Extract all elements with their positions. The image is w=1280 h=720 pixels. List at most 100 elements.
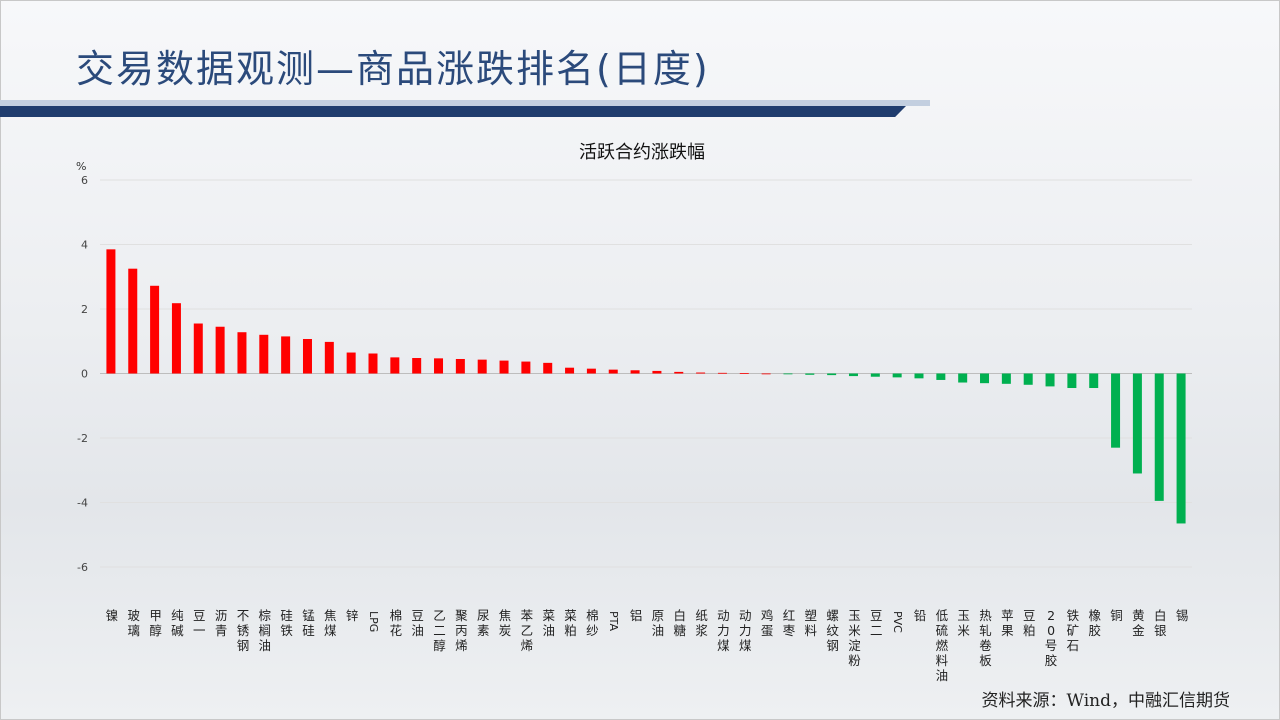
bar — [521, 361, 531, 374]
bar — [150, 285, 160, 374]
x-tick-label: 铅 — [914, 608, 927, 623]
x-tick-label: 硅铁 — [280, 608, 293, 638]
bar — [368, 353, 378, 374]
x-tick-label: 纸浆 — [695, 608, 708, 638]
x-tick-label: 原油 — [652, 608, 665, 638]
x-tick-label: 镍 — [106, 608, 119, 623]
x-tick-label: 橡胶 — [1088, 608, 1101, 638]
bar — [1023, 373, 1033, 385]
x-tick-label: 玻璃 — [128, 608, 141, 638]
x-tick-label: 白糖 — [674, 608, 687, 638]
bar — [827, 373, 837, 376]
bar — [1067, 373, 1077, 389]
bar — [805, 373, 815, 375]
x-tick-label: 聚丙烯 — [455, 608, 468, 653]
x-tick-label: 红枣 — [783, 608, 796, 638]
x-tick-label: 苹果 — [1001, 608, 1014, 638]
x-tick-label: 螺纹钢 — [826, 608, 839, 653]
bar — [1132, 373, 1142, 474]
x-tick-label: 豆二 — [870, 608, 883, 638]
x-tick-label: 棉纱 — [586, 608, 599, 638]
y-tick-label: 4 — [81, 239, 88, 252]
x-tick-label: 尿素 — [477, 608, 490, 638]
x-tick-label: 塑料 — [805, 608, 818, 638]
x-tick-label: 玉米淀粉 — [848, 608, 861, 668]
bar — [171, 303, 181, 374]
x-tick-label: 玉米 — [957, 608, 970, 638]
bar — [281, 336, 291, 374]
bar — [193, 323, 203, 374]
x-tick-label: 锡 — [1176, 608, 1189, 623]
x-tick-label: 铜 — [1110, 608, 1123, 623]
x-tick-label: 菜油 — [542, 608, 555, 638]
bar — [696, 372, 706, 374]
x-tick-label: 鸡蛋 — [761, 608, 774, 638]
bar — [652, 370, 662, 374]
bar — [1154, 373, 1164, 501]
title-underline-light — [0, 100, 930, 106]
source-note: 资料来源：Wind，中融汇信期货 — [981, 691, 1230, 711]
bar — [936, 373, 946, 380]
y-tick-label: -2 — [77, 432, 88, 445]
bar — [739, 373, 749, 374]
x-tick-label: 低硫燃料油 — [936, 608, 949, 683]
bar — [1111, 373, 1121, 448]
title-underline-bar — [0, 106, 906, 117]
bar — [1089, 373, 1099, 389]
bar — [324, 341, 334, 374]
bar — [346, 352, 356, 374]
x-tick-label: PTA — [607, 611, 620, 631]
y-tick-label: 6 — [81, 174, 88, 187]
y-tick-label: 2 — [81, 303, 88, 316]
x-tick-label: 棕榈油 — [259, 608, 272, 653]
x-tick-label: 菜粕 — [564, 608, 577, 638]
bar — [980, 373, 990, 384]
x-tick-label: 锌 — [346, 608, 359, 623]
x-tick-label: 动力煤 — [739, 608, 752, 653]
bar — [565, 367, 575, 374]
x-tick-label: 豆一 — [193, 608, 206, 638]
bar — [302, 338, 312, 374]
bar — [412, 358, 422, 374]
bar — [128, 268, 138, 374]
bar — [914, 373, 924, 379]
x-tick-label: 豆粕 — [1023, 608, 1036, 638]
x-tick-label: 棉花 — [390, 608, 403, 638]
x-tick-label: 不锈钢 — [237, 608, 250, 653]
x-tick-label: PVC — [891, 611, 904, 633]
bar — [390, 357, 400, 374]
bar — [543, 362, 553, 374]
x-tick-label: 黄金 — [1132, 608, 1145, 638]
x-tick-label: 沥青 — [215, 608, 228, 638]
x-tick-label: 2 0 号胶 — [1045, 608, 1058, 668]
y-tick-label: -6 — [77, 561, 88, 574]
bar — [783, 373, 793, 375]
bar — [1176, 373, 1186, 524]
x-tick-label: 铁矿石 — [1067, 608, 1080, 653]
bar — [870, 373, 880, 377]
x-tick-label: LPG — [367, 611, 380, 632]
y-tick-label: 0 — [81, 368, 88, 381]
bar — [958, 373, 968, 383]
bar — [630, 370, 640, 374]
x-tick-label: 热轧卷板 — [979, 608, 992, 668]
x-tick-label: 乙二醇 — [433, 608, 446, 653]
chart-title: 活跃合约涨跌幅 — [579, 142, 705, 163]
bar — [106, 249, 116, 374]
bar — [848, 373, 858, 377]
x-tick-label: 白银 — [1154, 608, 1167, 638]
bar — [237, 332, 247, 374]
bar — [1001, 373, 1011, 384]
y-axis-label: % — [76, 160, 86, 173]
x-tick-label: 甲醇 — [149, 608, 162, 638]
bar — [455, 358, 465, 374]
y-tick-label: -4 — [77, 497, 88, 510]
x-tick-label: 苯乙烯 — [521, 608, 534, 653]
bar — [674, 371, 684, 374]
bar — [892, 373, 902, 378]
x-tick-label: 豆油 — [411, 608, 424, 638]
bar — [761, 373, 771, 375]
slide-title: 交易数据观测—商品涨跌排名(日度) — [76, 47, 710, 91]
x-tick-label: 铝 — [630, 608, 643, 623]
